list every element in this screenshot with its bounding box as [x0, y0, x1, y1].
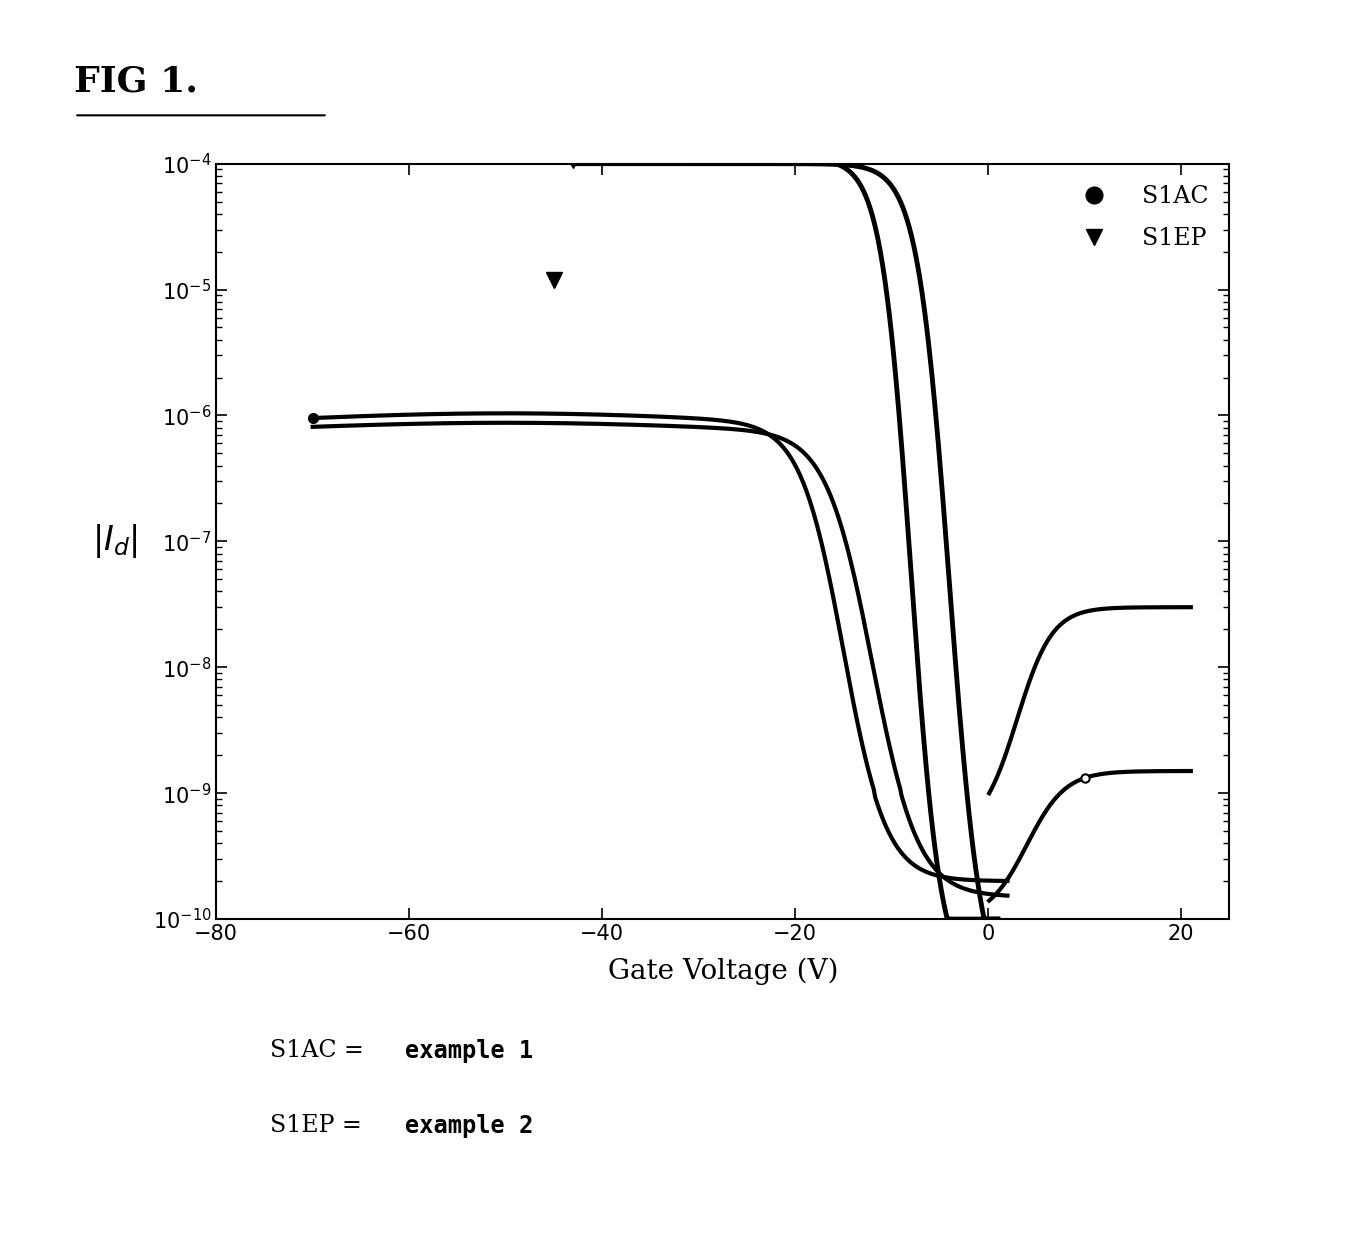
Text: S1AC =: S1AC = [270, 1039, 372, 1061]
Text: example 1: example 1 [405, 1039, 534, 1063]
Text: $|I_d|$: $|I_d|$ [92, 522, 138, 560]
Text: example 2: example 2 [405, 1114, 534, 1138]
Text: S1EP =: S1EP = [270, 1114, 369, 1137]
X-axis label: Gate Voltage (V): Gate Voltage (V) [608, 958, 838, 986]
Legend: S1AC, S1EP: S1AC, S1EP [1062, 175, 1217, 259]
Text: FIG 1.: FIG 1. [74, 64, 199, 98]
